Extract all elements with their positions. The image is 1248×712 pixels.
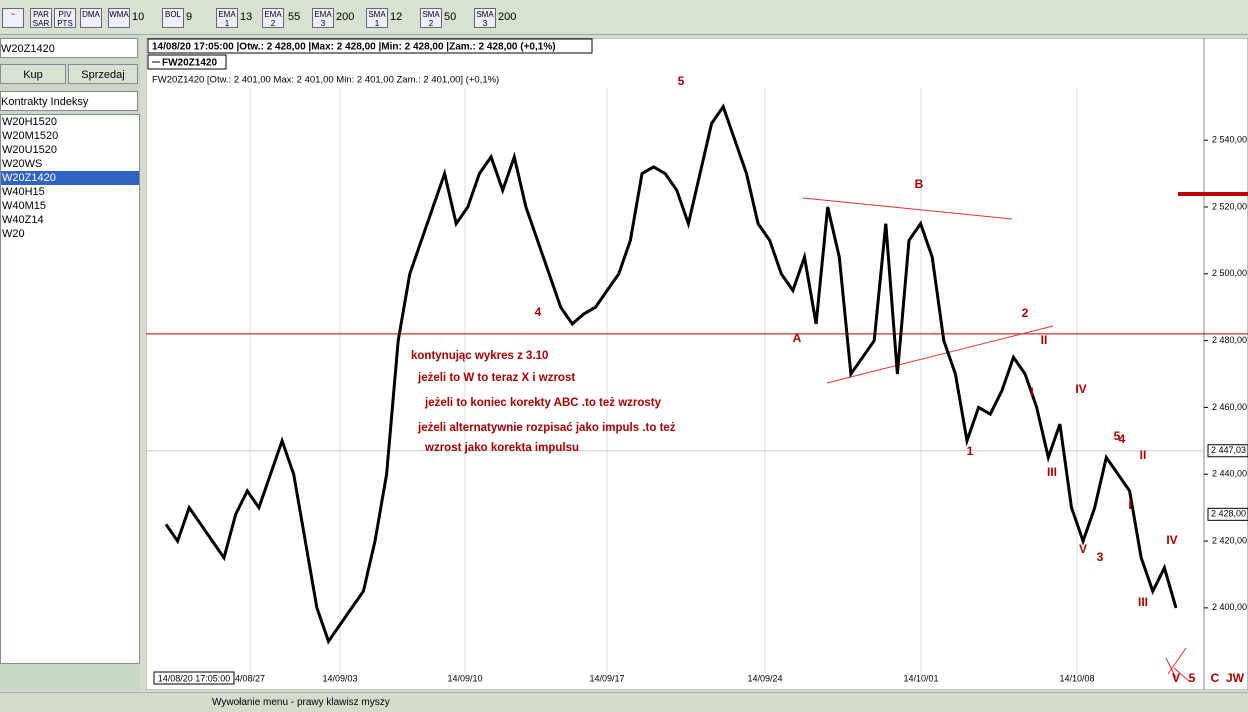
- y-tick-label: 2 480,00: [1212, 335, 1247, 345]
- target-mark: [1165, 647, 1191, 683]
- sidebar: W20Z1420 Kup Sprzedaj Kontrakty Indeksy …: [0, 36, 140, 690]
- instrument-item[interactable]: W40M15: [2, 200, 47, 212]
- instrument-item[interactable]: W20Z1420: [1, 171, 139, 185]
- wave-label: 5: [1114, 429, 1121, 443]
- chart-header: 14/08/20 17:05:00 |Otw.: 2 428,00 |Max: …: [152, 42, 556, 53]
- symbol-field[interactable]: W20Z1420: [0, 38, 138, 58]
- group-dropdown[interactable]: Kontrakty Indeksy: [0, 91, 138, 111]
- toolbar-value: 9: [186, 11, 193, 23]
- chart-frame: [146, 38, 1248, 690]
- instrument-item[interactable]: W40H15: [2, 186, 45, 198]
- comment: kontynując wykres z 3.10: [411, 350, 548, 362]
- price-marker-label: 2 428,00: [1211, 509, 1246, 519]
- wave-label: IV: [1075, 382, 1086, 396]
- y-tick-label: 2 400,00: [1212, 602, 1247, 612]
- wave-label: I: [1128, 498, 1131, 512]
- toolbar-button[interactable]: WMA: [108, 8, 130, 28]
- wave-label: 5: [678, 74, 685, 88]
- wave-label: I: [1030, 385, 1033, 399]
- wave-label: II: [1140, 448, 1147, 462]
- toolbar-button[interactable]: PAR SAR: [30, 8, 52, 28]
- wave-label: 4: [535, 305, 542, 319]
- comment: wzrost jako korekta impulsu: [424, 442, 579, 454]
- trend-line: [826, 325, 1054, 384]
- status-bar: Wywołanie menu - prawy klawisz myszy: [0, 692, 1248, 712]
- x-tick-label: 14/09/17: [589, 673, 624, 683]
- y-tick-label: 2 460,00: [1212, 402, 1247, 412]
- wave-label: 2: [1022, 306, 1029, 320]
- toolbar-button[interactable]: SMA 1: [366, 8, 388, 28]
- status-text: Wywołanie menu - prawy klawisz myszy: [212, 697, 390, 708]
- toolbar-button[interactable]: PIV PTS: [54, 8, 76, 28]
- x-tick-label: 14/09/03: [322, 673, 357, 683]
- wave-label: 3: [1097, 550, 1104, 564]
- wave-label: 5: [1189, 671, 1196, 685]
- wave-label: II: [1041, 333, 1048, 347]
- toolbar-value: 55: [288, 11, 301, 23]
- y-tick-label: 2 440,00: [1212, 469, 1247, 479]
- toolbar-value: 200: [498, 11, 517, 23]
- toolbar-button[interactable]: EMA 3: [312, 8, 334, 28]
- toolbar-value: 12: [390, 11, 403, 23]
- wave-label: B: [915, 177, 924, 191]
- instrument-item[interactable]: W20H1520: [2, 116, 58, 128]
- wave-label: V: [1079, 542, 1087, 556]
- y-tick-label: 2 500,00: [1212, 268, 1247, 278]
- instrument-item[interactable]: W40Z14: [2, 214, 44, 226]
- price-marker-label: 2 447,03: [1211, 445, 1246, 455]
- comment: jeżeli alternatywnie rozpisać jako impul…: [417, 422, 676, 434]
- price-marker-box: [1207, 507, 1248, 521]
- x-label-box: [153, 671, 235, 685]
- chart-info: FW20Z1420 [Otw.: 2 401,00 Max: 2 401,00 …: [152, 75, 499, 86]
- instrument-item[interactable]: W20M1520: [2, 130, 59, 142]
- x-tick-label: 14/09/10: [447, 673, 482, 683]
- toolbar-button[interactable]: DMA: [80, 8, 102, 28]
- price-marker-box: [1207, 444, 1248, 458]
- trend-line: [802, 197, 1013, 220]
- wave-label: III: [1138, 595, 1148, 609]
- toolbar-button[interactable]: SMA 3: [474, 8, 496, 28]
- buy-button[interactable]: Kup: [0, 64, 66, 84]
- wave-label: 1: [967, 444, 974, 458]
- wave-label: 4: [1119, 432, 1126, 446]
- wave-label: V: [1172, 671, 1180, 685]
- wave-label: III: [1047, 465, 1057, 479]
- wave-label: IV: [1166, 533, 1177, 547]
- chart-icon[interactable]: ~: [2, 8, 24, 28]
- wave-label: C: [1211, 671, 1220, 685]
- toolbar-button[interactable]: EMA 1: [216, 8, 238, 28]
- comment: jeżeli to W to teraz X i wzrost: [417, 372, 575, 384]
- x-tick-label: 4/08/27: [235, 673, 265, 683]
- toolbar-value: 13: [240, 11, 253, 23]
- toolbar-button[interactable]: SMA 2: [420, 8, 442, 28]
- chart: 14/08/20 17:05:00 |Otw.: 2 428,00 |Max: …: [146, 38, 1248, 690]
- x-tick-label: 14/08/20 17:05:00: [158, 673, 231, 683]
- wave-label: JW: [1226, 671, 1245, 685]
- instrument-item[interactable]: W20WS: [2, 158, 43, 170]
- x-tick-label: 14/10/01: [903, 673, 938, 683]
- price-flag: [1178, 192, 1248, 196]
- legend-box: [147, 54, 227, 70]
- toolbar-value: 50: [444, 11, 457, 23]
- instrument-item[interactable]: W20: [2, 228, 25, 240]
- header-box: [147, 38, 593, 54]
- legend-label: FW20Z1420: [162, 58, 217, 69]
- sell-button[interactable]: Sprzedaj: [68, 64, 138, 84]
- toolbar-button[interactable]: BOL: [162, 8, 184, 28]
- x-tick-label: 14/09/24: [747, 673, 782, 683]
- comment: jeżeli to koniec korekty ABC .to też wzr…: [424, 397, 662, 409]
- price-line: [164, 103, 1178, 645]
- x-tick-label: 14/10/08: [1059, 673, 1094, 683]
- y-tick-label: 2 520,00: [1212, 201, 1247, 211]
- toolbar-button[interactable]: EMA 2: [262, 8, 284, 28]
- toolbar: ~ PAR SAR PIV PTS DMA WMA 10 BOL 9 EMA 1 13 EMA 2…: [0, 0, 1248, 35]
- toolbar-value: 200: [336, 11, 355, 23]
- toolbar-value: 10: [132, 11, 145, 23]
- instrument-list: W20H1520 W20M1520 W20U1520 W20WS W20Z1420 W40…: [0, 114, 140, 664]
- y-tick-label: 2 420,00: [1212, 535, 1247, 545]
- wave-label: A: [793, 331, 802, 345]
- y-tick-label: 2 540,00: [1212, 135, 1247, 145]
- instrument-item[interactable]: W20U1520: [2, 144, 58, 156]
